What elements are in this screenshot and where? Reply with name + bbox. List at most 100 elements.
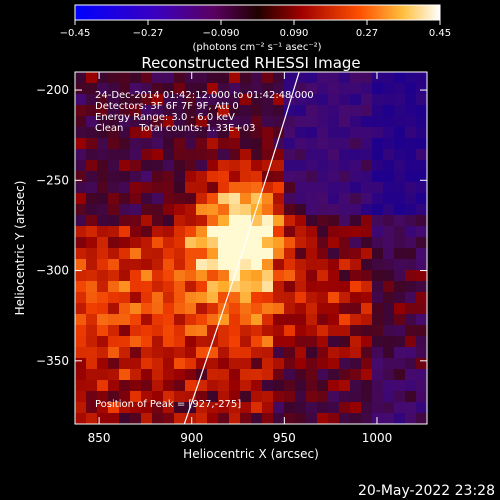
heatmap-cell — [108, 391, 120, 403]
heatmap-cell — [284, 391, 296, 403]
heatmap-cell — [306, 127, 318, 139]
heatmap-cell — [75, 347, 87, 359]
heatmap-cell — [262, 193, 274, 205]
heatmap-cell — [328, 204, 340, 216]
heatmap-cell — [416, 248, 427, 260]
heatmap-cell — [350, 193, 362, 205]
heatmap-cell — [229, 171, 241, 183]
heatmap-cell — [273, 314, 285, 326]
heatmap-cell — [328, 248, 340, 260]
heatmap-cell — [152, 72, 164, 84]
heatmap-cell — [86, 380, 98, 392]
heatmap-cell — [405, 149, 417, 161]
heatmap-cell — [262, 171, 274, 183]
heatmap-cell — [328, 94, 340, 106]
heatmap-cell — [416, 226, 427, 238]
heatmap-cell — [163, 259, 175, 271]
heatmap-cell — [339, 347, 351, 359]
heatmap-cell — [394, 171, 406, 183]
heatmap-cell — [339, 116, 351, 128]
heatmap-cell — [361, 83, 373, 95]
heatmap-cell — [306, 72, 318, 84]
heatmap-cell — [119, 116, 131, 128]
heatmap-cell — [240, 314, 252, 326]
heatmap-cell — [163, 193, 175, 205]
heatmap-cell — [97, 94, 109, 106]
heatmap-cell — [196, 292, 208, 304]
heatmap-cell — [75, 292, 87, 304]
heatmap-cell — [339, 171, 351, 183]
heatmap-cell — [262, 336, 274, 348]
heatmap-cell — [306, 248, 318, 260]
heatmap-cell — [119, 259, 131, 271]
heatmap-cell — [350, 259, 362, 271]
heatmap-cell — [350, 402, 362, 414]
heatmap-cell — [383, 303, 395, 315]
colorbar-unit-label: (photons cm⁻² s⁻¹ asec⁻²) — [192, 42, 321, 53]
heatmap-cell — [262, 402, 274, 414]
heatmap-cell — [416, 83, 427, 95]
heatmap-cell — [317, 292, 329, 304]
y-axis-ticks: −200 −250 −300 −350 — [36, 83, 427, 368]
heatmap-cell — [141, 281, 153, 293]
heatmap-cell — [273, 105, 285, 117]
heatmap-cell — [97, 226, 109, 238]
heatmap-cell — [163, 413, 175, 424]
heatmap-cell — [284, 259, 296, 271]
heatmap-cell — [163, 160, 175, 172]
heatmap-cell — [75, 413, 87, 424]
heatmap-cell — [273, 182, 285, 194]
heatmap-cell — [361, 270, 373, 282]
heatmap-cell — [185, 325, 197, 337]
heatmap-cell — [273, 281, 285, 293]
heatmap-cell — [339, 94, 351, 106]
heatmap-cell — [372, 369, 384, 381]
heatmap-cell — [295, 347, 307, 359]
heatmap-cell — [295, 215, 307, 227]
heatmap-cell — [185, 347, 197, 359]
heatmap-cell — [97, 347, 109, 359]
heatmap-cell — [372, 138, 384, 150]
heatmap-cell — [328, 391, 340, 403]
heatmap-cell — [306, 281, 318, 293]
heatmap-cell — [196, 105, 208, 117]
x-tick-label: 1000 — [362, 431, 393, 445]
heatmap-cell — [273, 380, 285, 392]
heatmap-cell — [273, 325, 285, 337]
heatmap-cell — [361, 94, 373, 106]
heatmap-cell — [295, 149, 307, 161]
heatmap-cell — [174, 226, 186, 238]
heatmap-cell — [240, 226, 252, 238]
heatmap-cell — [317, 281, 329, 293]
heatmap-cell — [273, 127, 285, 139]
heatmap-cell — [405, 281, 417, 293]
y-tick-label: −300 — [36, 264, 69, 278]
heatmap-cell — [284, 72, 296, 84]
heatmap-cell — [416, 281, 427, 293]
heatmap-cell — [97, 248, 109, 260]
heatmap-cell — [86, 248, 98, 260]
heatmap-cell — [361, 105, 373, 117]
heatmap-cell — [350, 83, 362, 95]
heatmap-cell — [119, 149, 131, 161]
heatmap-cell — [152, 237, 164, 249]
heatmap-cell — [130, 94, 142, 106]
heatmap-cell — [251, 336, 263, 348]
heatmap-cell — [141, 160, 153, 172]
heatmap-cell — [350, 314, 362, 326]
heatmap-cell — [108, 325, 120, 337]
heatmap-cell — [86, 325, 98, 337]
heatmap-cell — [405, 182, 417, 194]
heatmap-cell — [372, 358, 384, 370]
heatmap-cell — [229, 402, 241, 414]
heatmap-cell — [416, 347, 427, 359]
heatmap-cell — [273, 237, 285, 249]
heatmap-cell — [86, 193, 98, 205]
heatmap-cell — [97, 325, 109, 337]
heatmap-cell — [361, 281, 373, 293]
heatmap-cell — [218, 347, 230, 359]
heatmap-cell — [240, 138, 252, 150]
heatmap-cell — [218, 380, 230, 392]
heatmap-cell — [163, 369, 175, 381]
heatmap-cell — [339, 325, 351, 337]
